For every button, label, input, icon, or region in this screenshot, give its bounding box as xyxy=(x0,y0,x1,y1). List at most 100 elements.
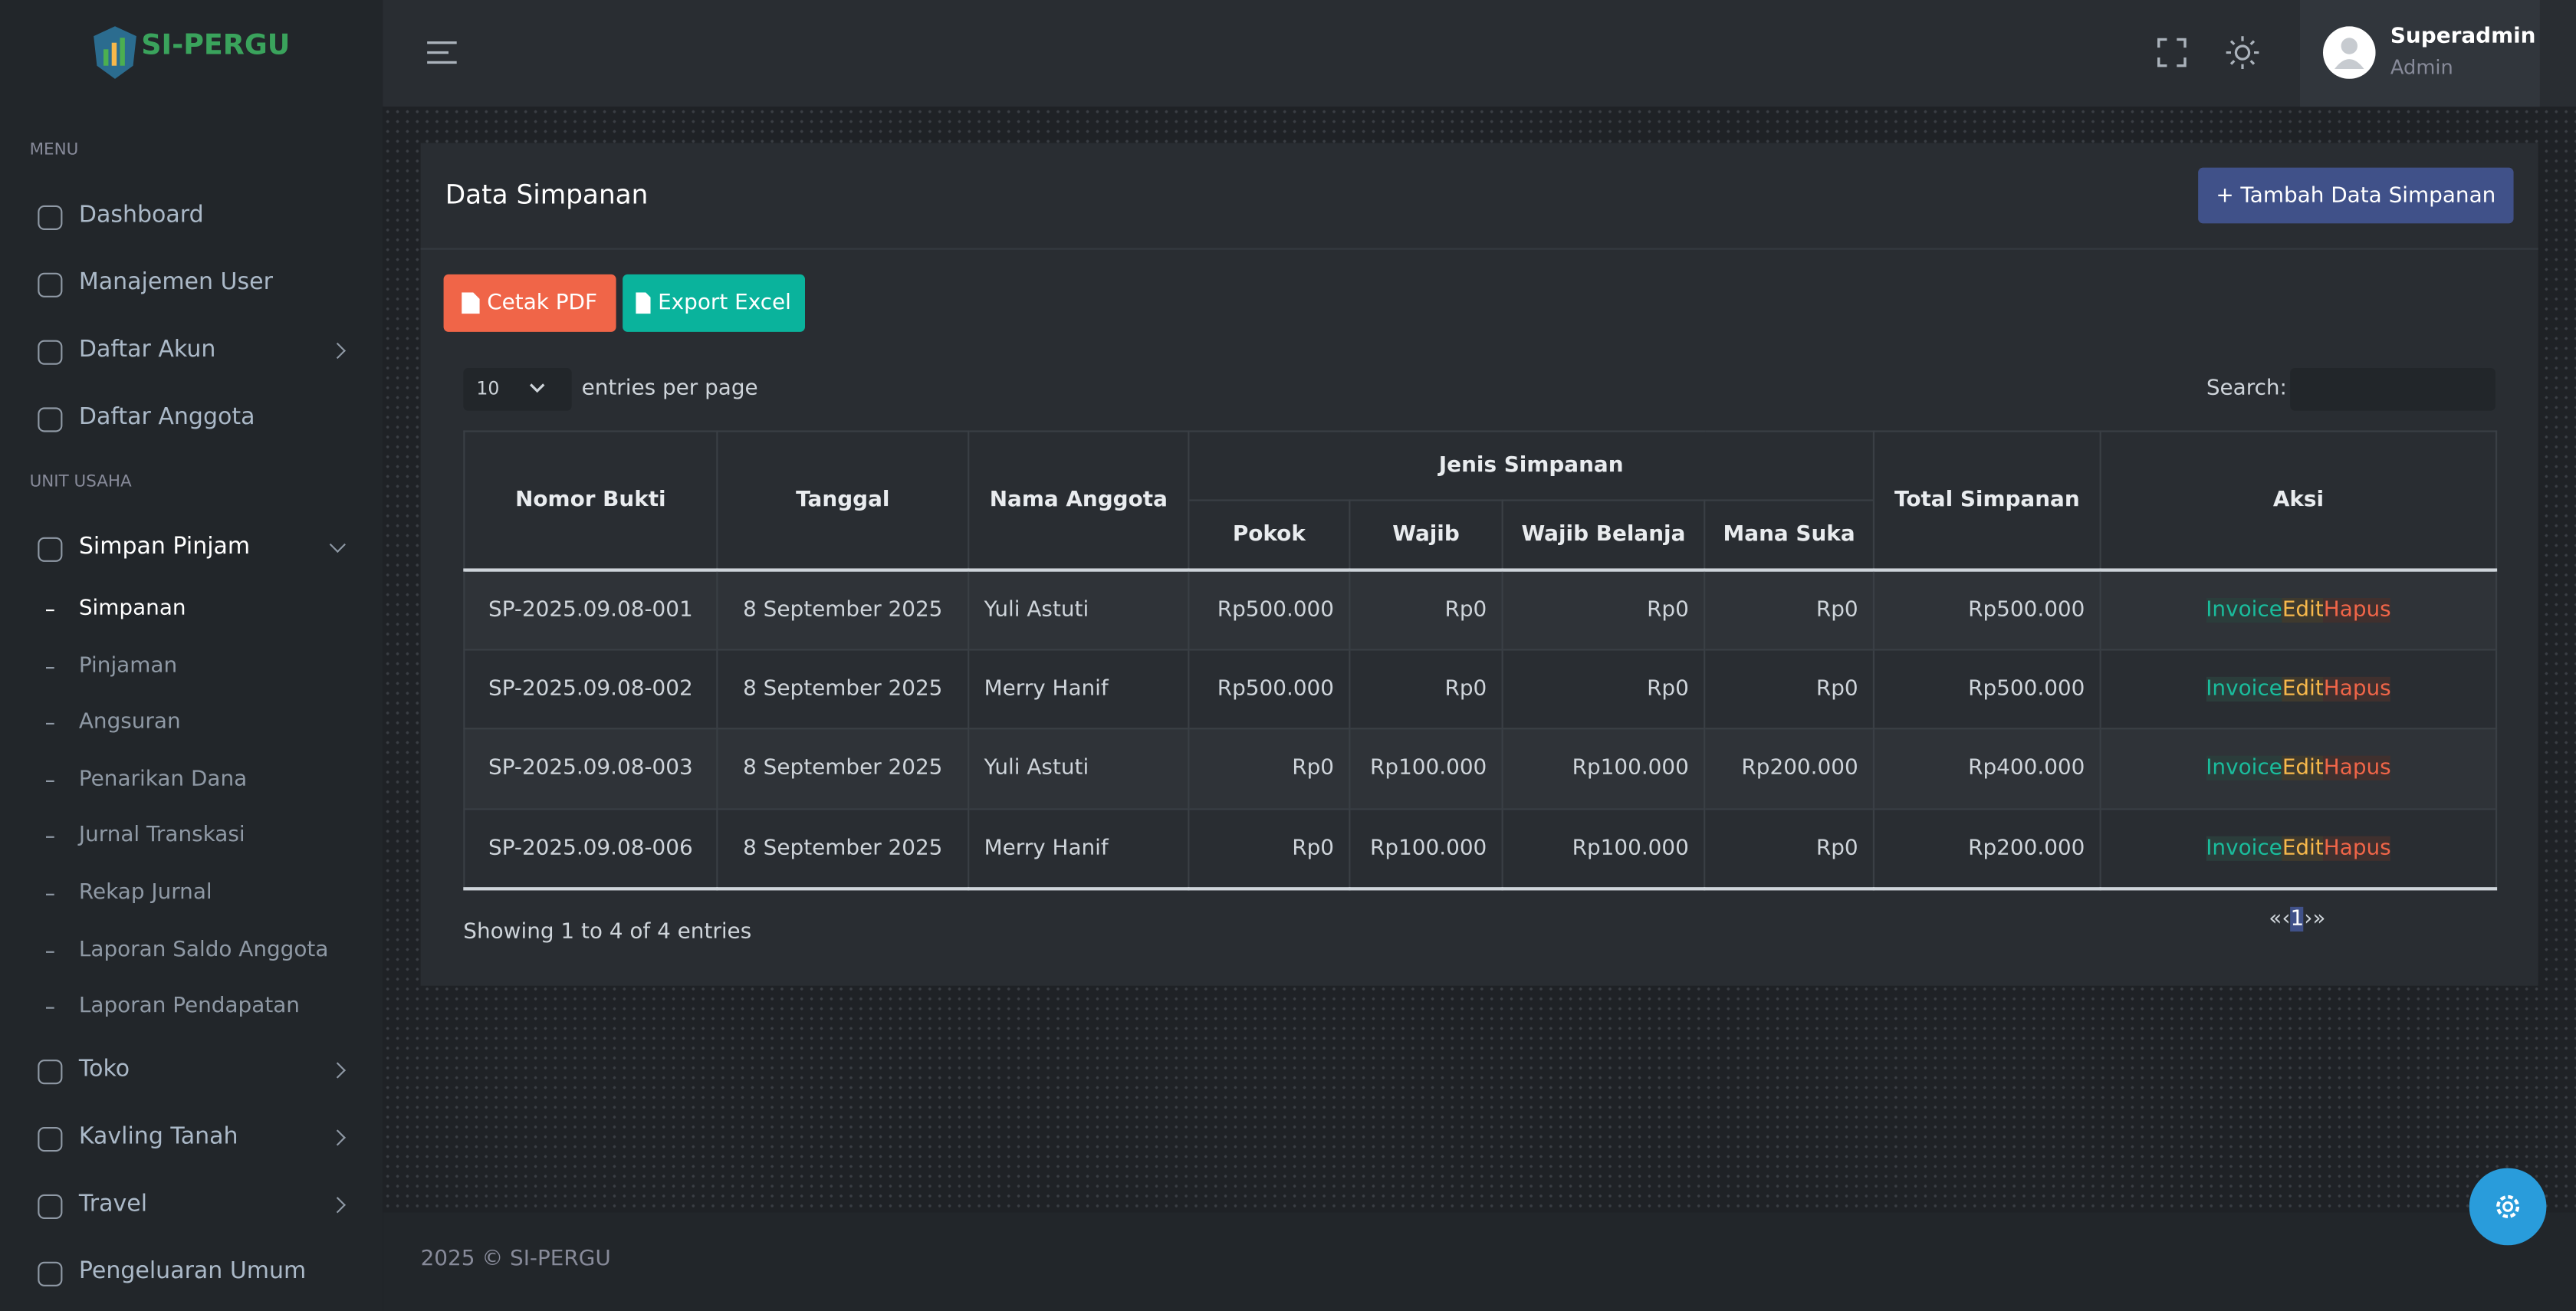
menu-arrow xyxy=(329,1197,346,1214)
header-row: Nomor Bukti Tanggal Nama Anggota Jenis Simp… xyxy=(463,430,2498,570)
excel-button[interactable]: Export Excel xyxy=(623,274,805,332)
action-button[interactable]: Hapus xyxy=(2323,756,2391,781)
menu-icon xyxy=(38,1194,63,1219)
submenu-item[interactable]: Penarikan Dana xyxy=(78,767,248,792)
user-name: Superadmin xyxy=(2390,25,2536,50)
menu-item[interactable]: Manajemen User xyxy=(78,269,273,296)
menu-arrow xyxy=(329,536,346,553)
table-cell: Rp0 xyxy=(1704,648,1875,730)
submenu-dash xyxy=(46,666,54,669)
table-cell: Rp200.000 xyxy=(1872,807,2101,889)
table-head: Nomor Bukti Tanggal Nama Anggota Jenis Simp… xyxy=(463,430,2498,570)
page-link[interactable]: « xyxy=(2269,906,2282,932)
search-input[interactable] xyxy=(2290,368,2496,411)
topbar: Superadmin Admin xyxy=(383,0,2576,107)
action-button[interactable]: Invoice xyxy=(2206,756,2282,781)
column-header[interactable]: Nomor Bukti xyxy=(463,430,718,570)
pdf-button[interactable]: Cetak PDF xyxy=(443,274,616,332)
menu-icon xyxy=(38,1060,63,1085)
footer: 2025 © SI-PERGU xyxy=(383,1212,2576,1311)
table-cell: Rp0 xyxy=(1704,568,1875,650)
menu-toggle[interactable] xyxy=(426,38,458,67)
pdf-label: Cetak PDF xyxy=(487,291,598,316)
theme-icon[interactable] xyxy=(2226,36,2259,69)
menu-heading: UNIT USAHA xyxy=(29,473,132,491)
chevron xyxy=(530,383,545,393)
menu-item[interactable]: Toko xyxy=(78,1056,130,1083)
submenu-dash xyxy=(46,1007,54,1010)
submenu-item[interactable]: Angsuran xyxy=(78,710,181,735)
page-link[interactable]: 1 xyxy=(2290,906,2305,932)
column-header[interactable]: Nama Anggota xyxy=(968,430,1190,570)
menu-item[interactable]: Dashboard xyxy=(78,202,204,228)
submenu-item[interactable]: Rekap Jurnal xyxy=(78,880,212,905)
column-header[interactable]: Wajib Belanja xyxy=(1501,499,1706,570)
divider xyxy=(420,248,2538,250)
plus-icon: + xyxy=(2216,182,2234,209)
menu-item[interactable]: Daftar Akun xyxy=(78,337,216,363)
table-cell: Rp0 xyxy=(1349,568,1503,650)
submenu-item[interactable]: Laporan Saldo Anggota xyxy=(78,937,329,962)
table-cell: SP-2025.09.08-001 xyxy=(463,568,718,650)
length-value: 10 xyxy=(476,377,500,399)
table-row: SP-2025.09.08-003 8 September 2025 Yuli As… xyxy=(463,728,2498,810)
action-button[interactable]: Hapus xyxy=(2323,835,2391,860)
action-button[interactable]: Invoice xyxy=(2206,835,2282,860)
action-button[interactable]: Edit xyxy=(2282,676,2324,702)
submenu-dash xyxy=(46,723,54,725)
submenu-item[interactable]: Jurnal Transkasi xyxy=(78,823,245,849)
menu-item[interactable]: Pengeluaran Umum xyxy=(78,1258,307,1285)
column-header[interactable]: Jenis Simpanan xyxy=(1188,430,1875,501)
menu-icon xyxy=(38,340,63,365)
action-button[interactable]: Invoice xyxy=(2206,596,2282,623)
submenu-item[interactable]: Simpanan xyxy=(78,596,186,621)
column-header[interactable]: Total Simpanan xyxy=(1872,430,2101,570)
table-cell: SP-2025.09.08-003 xyxy=(463,728,718,810)
table-cell: 8 September 2025 xyxy=(716,568,970,650)
add-button[interactable]: + Tambah Data Simpanan xyxy=(2198,167,2514,224)
submenu-dash xyxy=(46,836,54,839)
menu-icon xyxy=(38,407,63,432)
length-select[interactable]: 10 xyxy=(463,368,572,411)
action-button[interactable]: Hapus xyxy=(2323,676,2391,702)
settings-button[interactable] xyxy=(2469,1168,2547,1246)
column-header[interactable]: Wajib xyxy=(1349,499,1503,570)
action-button[interactable]: Hapus xyxy=(2323,596,2391,623)
menu-item[interactable]: Travel xyxy=(78,1191,148,1217)
menu-icon xyxy=(38,272,63,297)
submenu-item[interactable]: Laporan Pendapatan xyxy=(78,994,300,1019)
submenu-dash xyxy=(46,893,54,895)
sidebar: SI-PERGU MENU Dashboard Manajemen User Daft… xyxy=(0,0,383,1311)
table-row: SP-2025.09.08-001 8 September 2025 Yuli As… xyxy=(463,568,2498,650)
menu-item[interactable]: Daftar Anggota xyxy=(78,404,255,431)
table-cell: Yuli Astuti xyxy=(968,728,1190,810)
fullscreen-icon[interactable] xyxy=(2157,38,2187,67)
page-link[interactable]: › xyxy=(2304,906,2313,932)
data-table: Nomor Bukti Tanggal Nama Anggota Jenis Simp… xyxy=(463,430,2498,889)
menu-item[interactable]: Kavling Tanah xyxy=(78,1123,238,1150)
page-link[interactable]: ‹ xyxy=(2282,906,2291,932)
menu-item-active[interactable]: Simpan Pinjam xyxy=(78,534,251,560)
table-cell: 8 September 2025 xyxy=(716,648,970,730)
pagination: «‹1›» xyxy=(2269,906,2326,932)
menu-icon xyxy=(38,537,63,562)
column-header[interactable]: Pokok xyxy=(1188,499,1351,570)
page-link[interactable]: » xyxy=(2312,906,2326,932)
table-cell: 8 September 2025 xyxy=(716,728,970,810)
submenu-item[interactable]: Pinjaman xyxy=(78,652,178,678)
logo-icon xyxy=(94,26,136,79)
submenu-dash xyxy=(46,610,54,612)
header-row: Pokok Wajib Wajib Belanja Mana Suka xyxy=(464,499,2497,570)
table-cell: Rp100.000 xyxy=(1501,728,1706,810)
column-header[interactable]: Aksi xyxy=(2099,430,2498,570)
action-button[interactable]: Edit xyxy=(2282,596,2324,623)
action-button[interactable]: Edit xyxy=(2282,756,2324,781)
table-cell: Rp0 xyxy=(1501,568,1706,650)
table-body: SP-2025.09.08-001 8 September 2025 Yuli As… xyxy=(463,568,2498,889)
table-cell: Rp100.000 xyxy=(1501,807,1706,889)
action-button[interactable]: Edit xyxy=(2282,835,2324,860)
column-header[interactable]: Mana Suka xyxy=(1704,499,1875,570)
column-header[interactable]: Tanggal xyxy=(716,430,970,570)
action-button[interactable]: Invoice xyxy=(2206,676,2282,702)
